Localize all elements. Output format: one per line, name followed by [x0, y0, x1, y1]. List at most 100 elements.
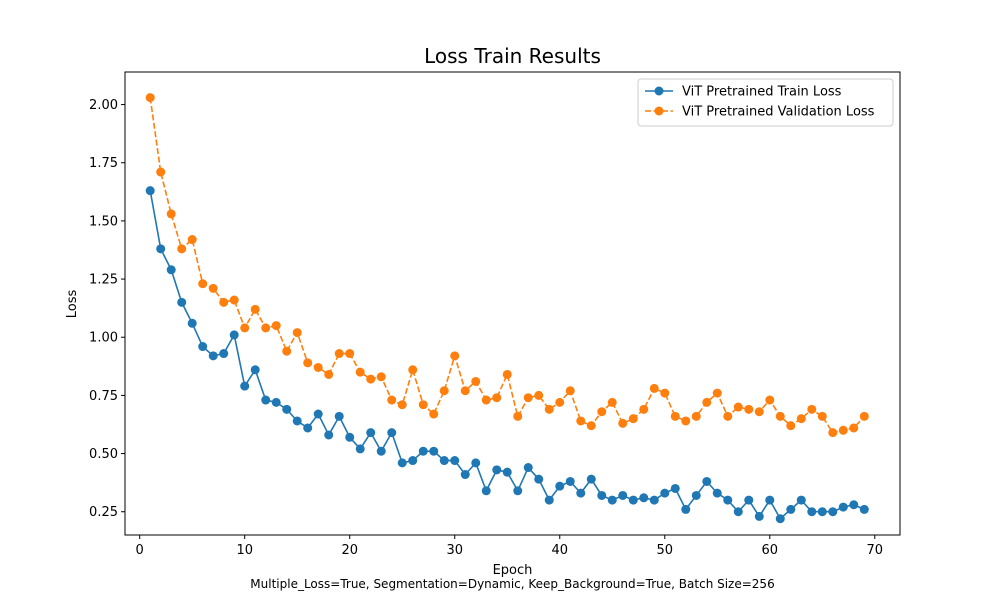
data-point — [145, 93, 155, 103]
data-point — [355, 367, 365, 377]
axes-frame — [124, 71, 901, 536]
y-tick-label: 1.75 — [89, 156, 118, 171]
data-point — [681, 416, 691, 426]
data-point — [817, 507, 827, 517]
data-point — [261, 323, 271, 333]
data-point — [691, 490, 701, 500]
x-tick-label: 50 — [656, 543, 673, 558]
data-point — [670, 411, 680, 421]
legend-entry: ViT Pretrained Train Loss — [645, 85, 842, 100]
data-point — [345, 432, 355, 442]
data-point — [807, 404, 817, 414]
data-point — [576, 416, 586, 426]
y-tick-label: 1.00 — [89, 331, 118, 346]
x-tick-label: 70 — [867, 543, 884, 558]
data-point — [439, 386, 449, 396]
data-point — [807, 507, 817, 517]
y-tick-label: 0.25 — [89, 505, 118, 520]
data-point — [733, 507, 743, 517]
data-point — [240, 381, 250, 391]
x-tick-label: 20 — [341, 543, 358, 558]
data-point — [355, 444, 365, 454]
data-point — [628, 495, 638, 505]
data-point — [156, 244, 166, 254]
data-point — [271, 321, 281, 331]
axes: 0 10 20 30 40 50 60 70 0.25 0.50 0.75 1.00 1.25 1.50 1… — [89, 71, 901, 558]
data-point — [397, 400, 407, 410]
x-tick-label: 30 — [446, 543, 463, 558]
data-point — [838, 502, 848, 512]
data-point — [187, 235, 197, 245]
data-point — [303, 358, 313, 368]
series-2 — [145, 93, 869, 438]
data-point — [450, 351, 460, 361]
data-point — [471, 376, 481, 386]
data-point — [607, 495, 617, 505]
legend: ViT Pretrained Train Loss ViT Pretrained … — [637, 78, 894, 127]
legend-marker — [654, 106, 664, 116]
data-point — [565, 476, 575, 486]
data-point — [733, 402, 743, 412]
y-tick-label: 0.50 — [89, 447, 118, 462]
data-point — [534, 474, 544, 484]
data-point — [765, 395, 775, 405]
data-point — [817, 411, 827, 421]
chart-title: Loss Train Results — [424, 44, 601, 68]
data-point — [702, 476, 712, 486]
data-point — [208, 283, 218, 293]
data-point — [723, 495, 733, 505]
x-tick-label: 10 — [236, 543, 253, 558]
data-point — [261, 395, 271, 405]
data-point — [502, 369, 512, 379]
legend-entry: ViT Pretrained Validation Loss — [645, 105, 875, 120]
legend-marker — [654, 86, 664, 96]
data-point — [670, 483, 680, 493]
data-point — [240, 323, 250, 333]
data-point — [492, 393, 502, 403]
data-point — [765, 495, 775, 505]
data-point — [282, 404, 292, 414]
y-tick-label: 1.25 — [89, 273, 118, 288]
data-point — [250, 365, 260, 375]
data-point — [639, 404, 649, 414]
data-point — [324, 369, 334, 379]
x-tick-label: 40 — [551, 543, 568, 558]
data-point — [397, 458, 407, 468]
data-point — [828, 507, 838, 517]
data-point — [387, 395, 397, 405]
y-tick-label: 2.00 — [89, 98, 118, 113]
data-point — [712, 388, 722, 398]
data-point — [292, 328, 302, 338]
data-point — [156, 167, 166, 177]
data-point — [334, 411, 344, 421]
data-point — [838, 425, 848, 435]
data-point — [859, 411, 869, 421]
data-point — [649, 495, 659, 505]
data-point — [691, 411, 701, 421]
data-point — [744, 404, 754, 414]
data-point — [429, 446, 439, 456]
legend-label: ViT Pretrained Train Loss — [682, 85, 842, 100]
data-point — [177, 244, 187, 254]
data-point — [775, 411, 785, 421]
data-point — [607, 397, 617, 407]
data-point — [597, 407, 607, 417]
data-point — [460, 470, 470, 480]
data-point — [334, 349, 344, 359]
data-point — [166, 209, 176, 219]
data-point — [849, 500, 859, 510]
data-point — [219, 349, 229, 359]
data-point — [250, 304, 260, 314]
data-point — [513, 411, 523, 421]
data-point — [555, 481, 565, 491]
data-point — [471, 458, 481, 468]
x-axis-label: Epoch — [493, 563, 533, 578]
data-point — [639, 493, 649, 503]
data-point — [576, 488, 586, 498]
data-point — [376, 372, 386, 382]
data-point — [660, 488, 670, 498]
data-point — [628, 414, 638, 424]
data-point — [208, 351, 218, 361]
data-point — [481, 395, 491, 405]
